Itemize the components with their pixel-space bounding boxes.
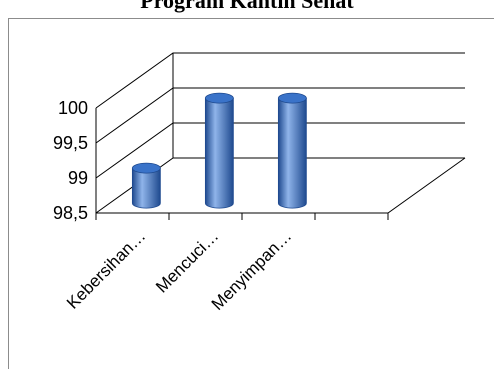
- bar-body: [277, 97, 307, 209]
- bar-top: [204, 92, 234, 104]
- bar: [277, 92, 307, 209]
- y-tick-label: 100: [58, 98, 88, 118]
- bar-body: [204, 97, 234, 209]
- x-axis-labels: Kebersihan… Mencuci…Menyimpan…: [63, 226, 295, 314]
- y-tick-label: 99,5: [53, 133, 88, 153]
- x-category-label: Kebersihan…: [63, 226, 149, 312]
- bar: [131, 162, 161, 209]
- y-tick-label: 98,5: [53, 203, 88, 223]
- bar-top: [277, 92, 307, 104]
- y-tick-label: 99: [68, 168, 88, 188]
- chart-title: Program Kantin Sehat: [140, 0, 354, 13]
- x-category-label: Mencuci…: [152, 226, 222, 296]
- chart-frame: [8, 18, 494, 369]
- bars: [131, 92, 307, 209]
- bar: [204, 92, 234, 209]
- y-axis-ticks: 98,5 99 99,5 100: [53, 98, 88, 223]
- bar-body: [131, 167, 161, 209]
- grid-layer: [95, 52, 466, 220]
- bar-top: [131, 162, 161, 174]
